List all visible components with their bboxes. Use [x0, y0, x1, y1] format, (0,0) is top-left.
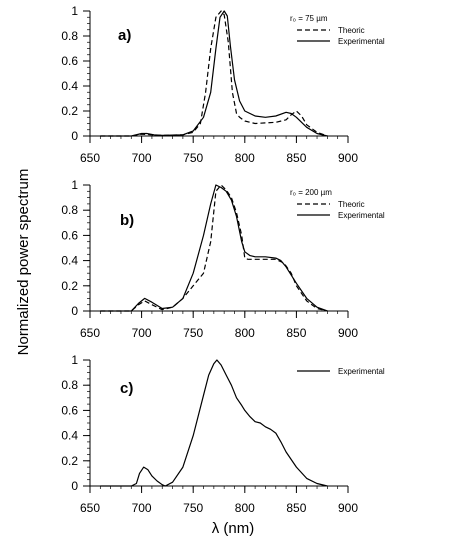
x-tick-label: 750 [183, 326, 203, 340]
y-tick-label: 1 [71, 178, 78, 192]
series-line-experimental [100, 10, 328, 137]
legend-annotation: r₀ = 75 µm [290, 14, 328, 23]
x-tick-label: 800 [235, 326, 255, 340]
legend-annotation: r₀ = 200 µm [290, 188, 332, 197]
y-tick-label: 0.6 [61, 228, 78, 242]
x-tick-label: 750 [183, 151, 203, 165]
chart-panel-1: 0 0.2 0.4 0.6 0.8 1 650 700 750 800 850 900 a) r₀ = 7… [61, 4, 385, 165]
chart-panel-2: 0 0.2 0.4 0.6 0.8 1 650 700 750 800 850 900 b) r₀ = 2… [61, 178, 385, 340]
y-tick-label: 0.4 [61, 429, 78, 443]
legend-entry-experimental: Experimental [338, 37, 385, 46]
legend-entry-theoric: Theoric [338, 200, 365, 209]
y-tick-label: 0.6 [61, 54, 78, 68]
x-tick-label: 900 [338, 501, 358, 515]
x-tick-label: 850 [286, 326, 306, 340]
panel-label: a) [118, 27, 131, 44]
legend-entry-experimental: Experimental [338, 367, 385, 376]
y-tick-label: 0.8 [61, 378, 78, 392]
y-tick-label: 0.8 [61, 203, 78, 217]
y-tick-label: 0.2 [61, 104, 78, 118]
y-tick-label: 0.4 [61, 254, 78, 268]
x-tick-label: 900 [338, 326, 358, 340]
series-line-theoric [100, 184, 328, 312]
y-tick-label: 0.4 [61, 79, 78, 93]
chart-panel-3: 0 0.2 0.4 0.6 0.8 1 650 700 750 800 850 900 c) Experi… [61, 353, 385, 515]
y-tick-label: 0 [71, 129, 78, 143]
x-axis-label: λ (nm) [212, 520, 255, 537]
y-tick-label: 0 [71, 304, 78, 318]
x-tick-label: 750 [183, 501, 203, 515]
panel-label: c) [120, 380, 133, 397]
x-tick-label: 800 [235, 501, 255, 515]
series-line-experimental [100, 359, 328, 487]
x-tick-label: 800 [235, 151, 255, 165]
y-tick-label: 0.8 [61, 29, 78, 43]
y-tick-label: 0 [71, 479, 78, 493]
x-tick-label: 650 [80, 151, 100, 165]
series-line-theoric [100, 10, 328, 137]
legend-entry-experimental: Experimental [338, 211, 385, 220]
y-tick-label: 0.6 [61, 403, 78, 417]
x-tick-label: 700 [132, 151, 152, 165]
y-tick-label: 0.2 [61, 279, 78, 293]
legend-entry-theoric: Theoric [338, 26, 365, 35]
series-line-experimental [100, 184, 328, 312]
x-tick-label: 850 [286, 501, 306, 515]
y-tick-label: 1 [71, 4, 78, 18]
x-tick-label: 650 [80, 326, 100, 340]
x-tick-label: 700 [132, 326, 152, 340]
x-tick-label: 850 [286, 151, 306, 165]
y-tick-label: 0.2 [61, 454, 78, 468]
y-axis-label: Normalized power spectrum [15, 169, 32, 356]
x-tick-label: 700 [132, 501, 152, 515]
x-tick-label: 900 [338, 151, 358, 165]
x-tick-label: 650 [80, 501, 100, 515]
y-tick-label: 1 [71, 353, 78, 367]
panel-label: b) [120, 212, 134, 229]
